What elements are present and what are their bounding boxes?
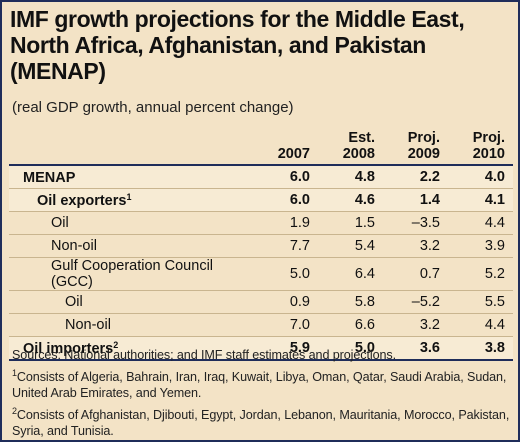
row-label: Oil — [9, 211, 253, 235]
table-row: MENAP 6.0 4.8 2.2 4.0 — [9, 164, 513, 189]
cell-value: 2.2 — [383, 164, 448, 189]
table-row: Oil exporters1 6.0 4.6 1.4 4.1 — [9, 188, 513, 212]
row-label: Oil — [9, 290, 253, 314]
row-label: Non-oil — [9, 313, 253, 337]
cell-value: 4.8 — [318, 164, 383, 189]
cell-value: 5.2 — [448, 257, 513, 291]
header-2008: Est. 2008 — [342, 130, 375, 162]
header-label-cell — [9, 124, 253, 165]
table-row: Oil importers2 5.9 5.0 3.6 3.8 — [9, 336, 513, 361]
cell-value: 3.6 — [383, 336, 448, 361]
cell-value: 6.6 — [318, 313, 383, 337]
cell-value: 5.8 — [318, 290, 383, 314]
table-row: Oil 0.9 5.8 –5.2 5.5 — [9, 290, 513, 314]
table-row: Non-oil 7.0 6.6 3.2 4.4 — [9, 313, 513, 337]
row-label: Non-oil — [9, 234, 253, 258]
cell-value: 4.4 — [448, 211, 513, 235]
sources-note: Sources: National authorities; and IMF s… — [12, 348, 396, 362]
table-subtitle: (real GDP growth, annual percent change) — [12, 99, 294, 116]
cell-value: 7.0 — [253, 313, 318, 337]
cell-value: 1.5 — [318, 211, 383, 235]
table-row: Non-oil 7.7 5.4 3.2 3.9 — [9, 234, 513, 258]
cell-value: 4.4 — [448, 313, 513, 337]
table-row: Oil 1.9 1.5 –3.5 4.4 — [9, 211, 513, 235]
row-label: Oil importers2 — [9, 336, 253, 361]
cell-value: 4.0 — [448, 164, 513, 189]
cell-value: 5.5 — [448, 290, 513, 314]
cell-value: 5.9 — [253, 336, 318, 361]
cell-value: 1.9 — [253, 211, 318, 235]
footnote-1: 1Consists of Algeria, Bahrain, Iran, Ira… — [12, 368, 507, 400]
footnote-2: 2Consists of Afghanistan, Djibouti, Egyp… — [12, 406, 510, 438]
header-2009: Proj. 2009 — [407, 130, 440, 162]
row-label: Gulf Cooperation Council (GCC) — [9, 257, 253, 291]
cell-value: 4.1 — [448, 188, 513, 212]
cell-value: 3.2 — [383, 313, 448, 337]
cell-value: 3.9 — [448, 234, 513, 258]
cell-value: 5.0 — [253, 257, 318, 291]
cell-value: 0.9 — [253, 290, 318, 314]
cell-value: –5.2 — [383, 290, 448, 314]
cell-value: 6.4 — [318, 257, 383, 291]
cell-value: –3.5 — [383, 211, 448, 235]
cell-value: 7.7 — [253, 234, 318, 258]
table-row: Gulf Cooperation Council (GCC) 5.0 6.4 0… — [9, 257, 513, 291]
page-title: IMF growth projections for the Middle Ea… — [10, 6, 465, 84]
header-row: 2007 Est. 2008 Proj. 2009 Proj. 2010 — [9, 124, 513, 165]
cell-value: 5.4 — [318, 234, 383, 258]
row-label: MENAP — [9, 164, 253, 189]
header-2010: Proj. 2010 — [472, 130, 505, 162]
header-2007: 2007 — [277, 146, 310, 162]
growth-table: 2007 Est. 2008 Proj. 2009 Proj. 2010 MENAP … — [9, 124, 513, 361]
cell-value: 1.4 — [383, 188, 448, 212]
cell-value: 4.6 — [318, 188, 383, 212]
footnotes: Sources: National authorities; and IMF s… — [12, 347, 512, 441]
cell-value: 6.0 — [253, 164, 318, 189]
cell-value: 3.2 — [383, 234, 448, 258]
cell-value: 6.0 — [253, 188, 318, 212]
cell-value: 5.0 — [318, 336, 383, 361]
row-label: Oil exporters1 — [9, 188, 253, 212]
cell-value: 0.7 — [383, 257, 448, 291]
cell-value: 3.8 — [448, 336, 513, 361]
